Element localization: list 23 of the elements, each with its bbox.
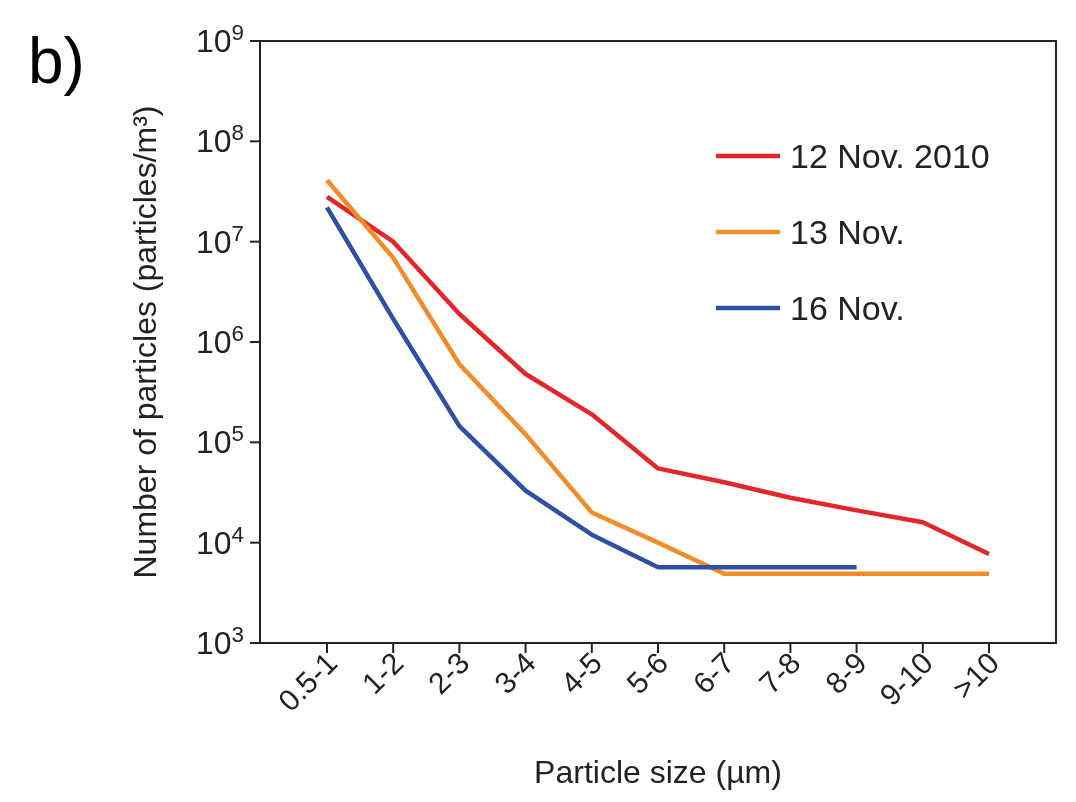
x-tick-label: 8-9	[818, 645, 873, 700]
text: b)	[28, 25, 85, 97]
x-tick-label: >10	[945, 645, 1006, 706]
x-tick-label: 1-2	[355, 645, 410, 700]
y-tick-label: 10$^{8}$	[195, 119, 244, 160]
y-tick-label: 10$^{5}$	[195, 420, 244, 461]
x-axis-title: Particle size (µm)	[534, 754, 782, 790]
legend-label: 13 Nov.	[790, 213, 905, 251]
y-tick-label: 10$^{7}$	[195, 220, 244, 260]
x-tick-label: 5-6	[620, 645, 675, 700]
x-tick-label: 2-3	[421, 645, 476, 700]
y-tick-label: 10$^{9}$	[195, 19, 244, 59]
legend-label: 16 Nov.	[790, 289, 905, 327]
x-tick-label: 6-7	[686, 645, 741, 700]
legend-label: 12 Nov. 2010	[790, 137, 990, 175]
x-tick-label: 9-10	[873, 645, 940, 712]
y-tick-label: 10$^{6}$	[195, 320, 244, 360]
y-tick-label: 10$^{4}$	[195, 521, 244, 561]
y-tick-label: 10$^{3}$	[195, 621, 244, 661]
x-tick-label: 4-5	[554, 645, 609, 700]
x-tick-label: 7-8	[752, 645, 807, 700]
y-axis-title: Number of particles (particles/m³)	[127, 105, 163, 579]
x-tick-label: 3-4	[487, 645, 542, 700]
